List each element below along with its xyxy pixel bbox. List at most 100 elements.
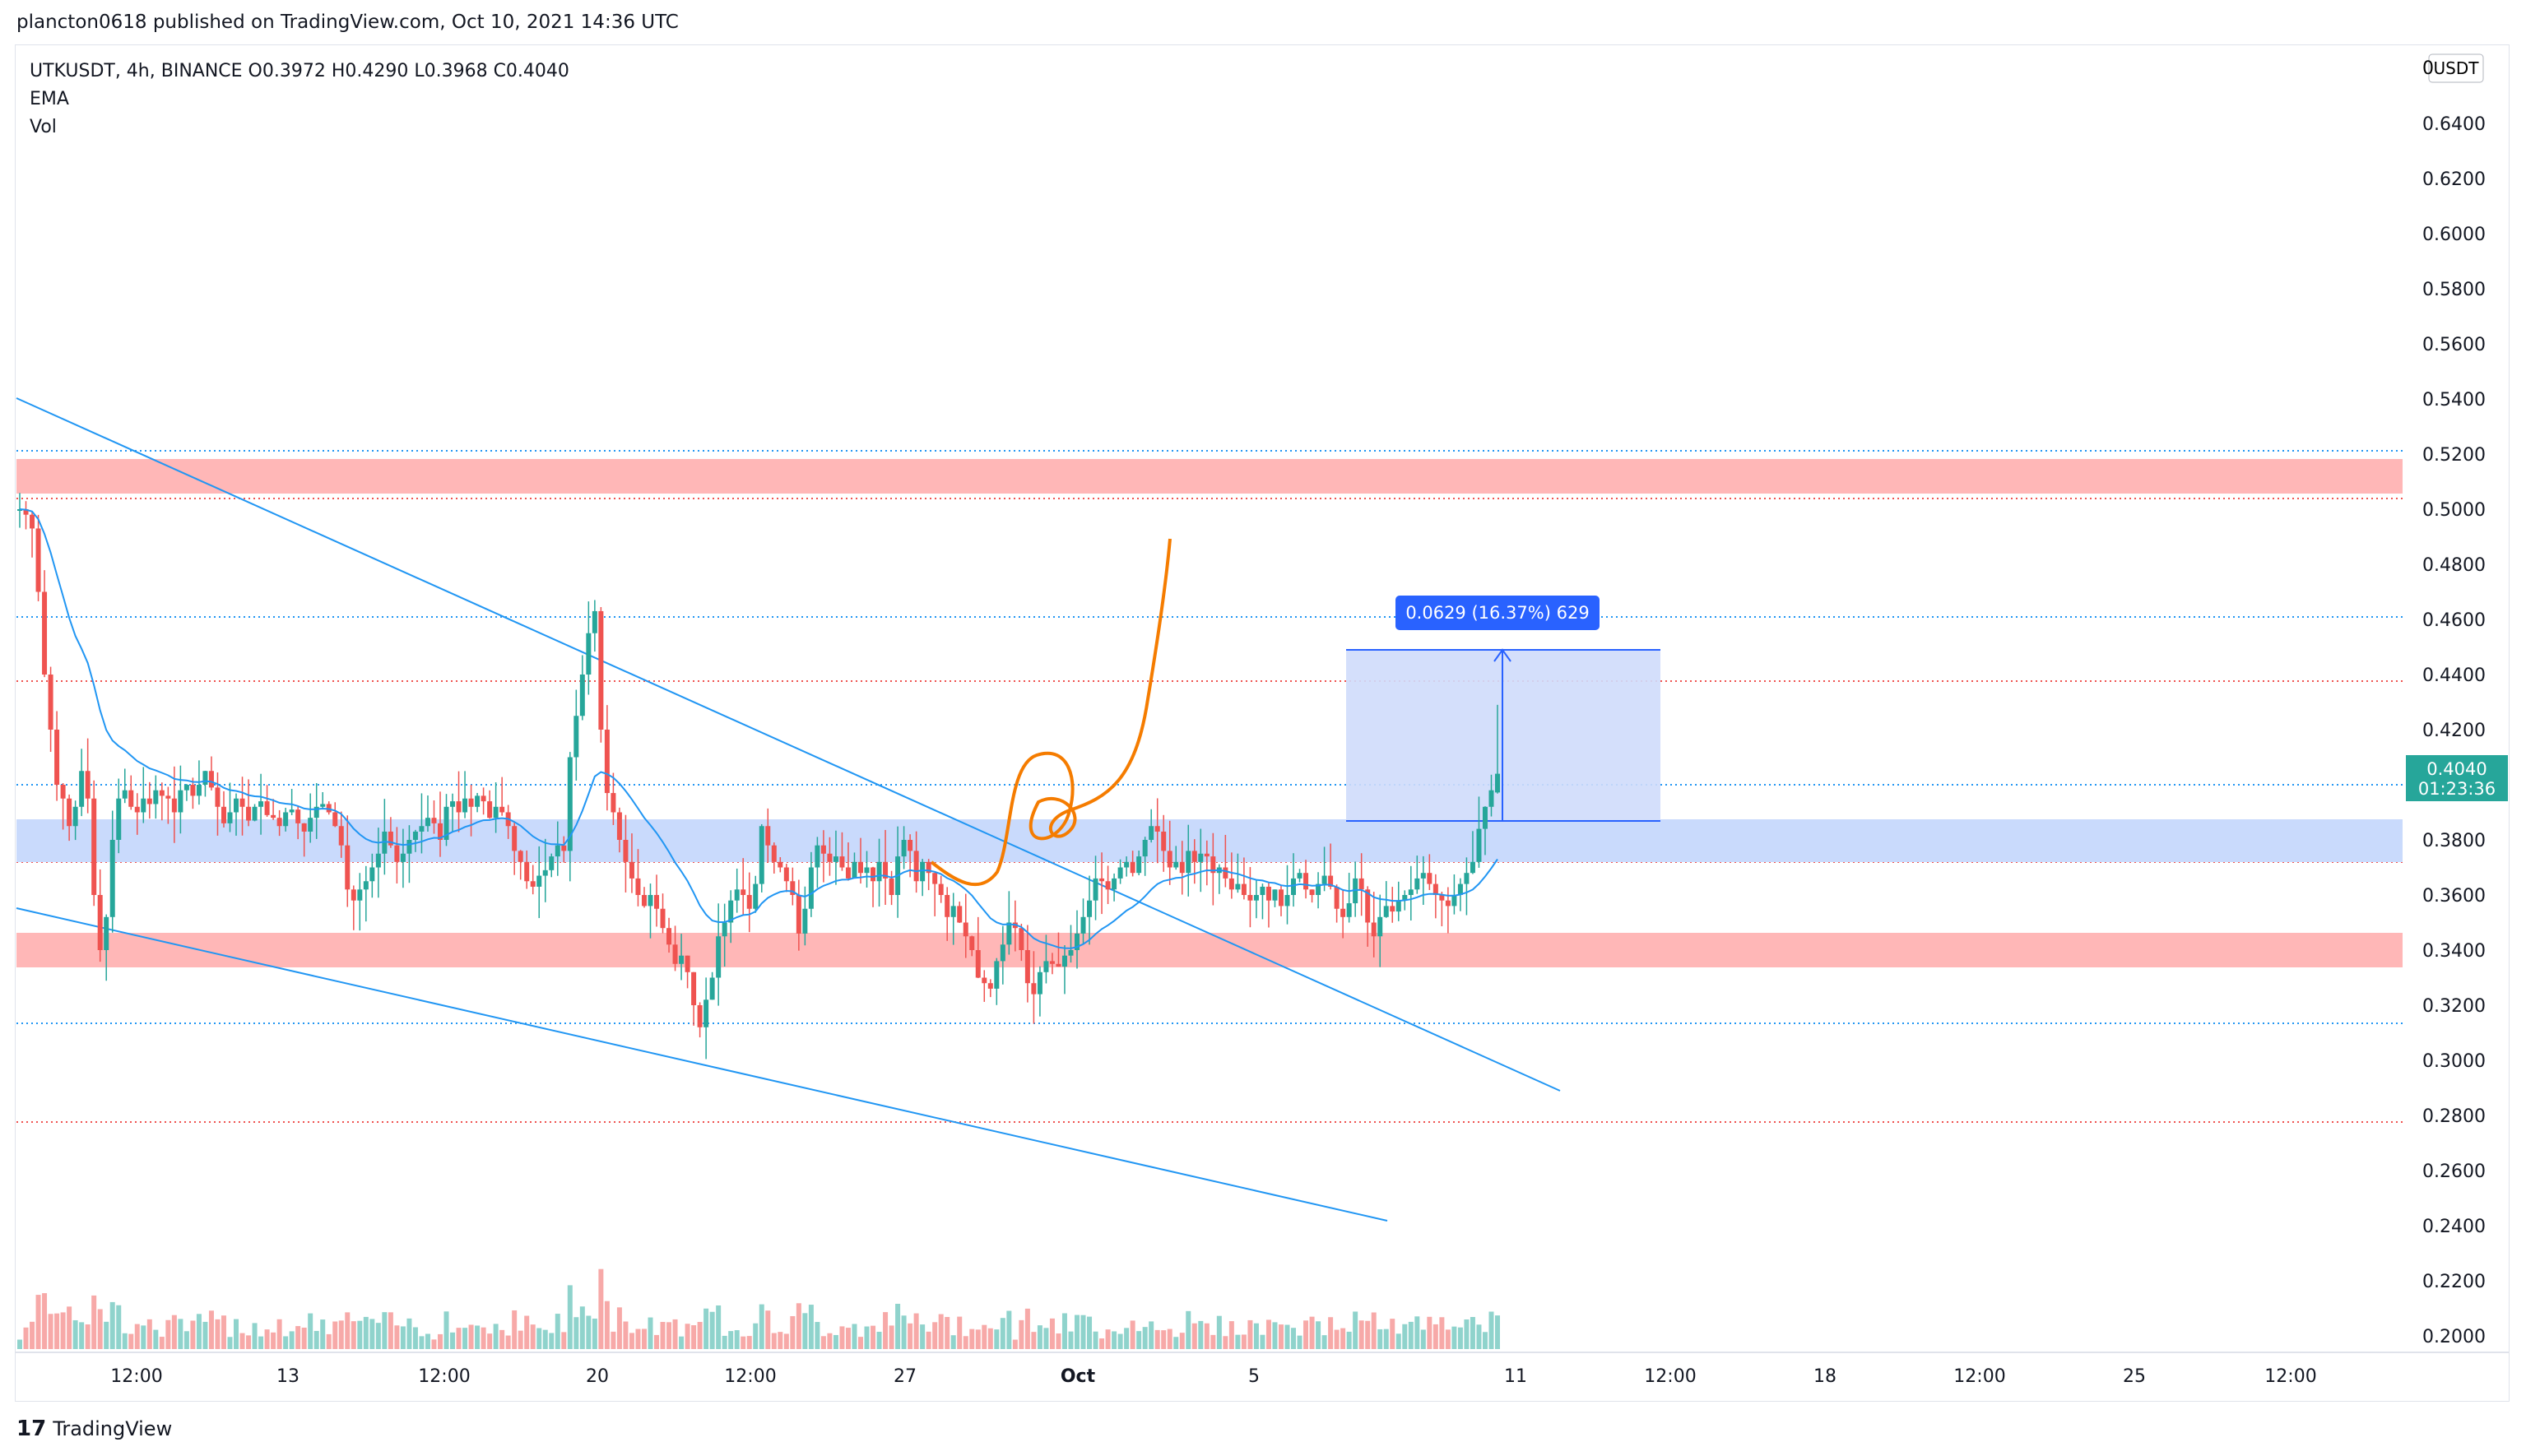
candle-body (945, 895, 950, 917)
candle-body (159, 790, 165, 796)
volume-bar (871, 1325, 876, 1349)
lower-trendline (16, 907, 1388, 1222)
volume-bar (462, 1328, 468, 1349)
volume-bar (1019, 1319, 1024, 1349)
volume-bar (178, 1319, 183, 1349)
candle-body (1210, 856, 1216, 874)
candle-body (845, 867, 851, 879)
volume-bar (672, 1319, 678, 1349)
volume-bar (1117, 1333, 1123, 1349)
legend-vol[interactable]: Vol (30, 117, 57, 137)
candle-body (295, 809, 301, 823)
candle-body (208, 771, 214, 788)
candle-body (252, 806, 258, 821)
candle-body (171, 798, 177, 813)
candle-body (1024, 950, 1030, 984)
candle-body (778, 861, 783, 868)
candle-body (753, 883, 759, 909)
volume-bar (146, 1319, 152, 1349)
volume-bar (604, 1301, 610, 1349)
volume-bar (1365, 1320, 1371, 1349)
volume-bar (753, 1323, 759, 1349)
candle-body (42, 591, 48, 675)
volume-bar (691, 1325, 697, 1349)
time-tick-label: 12:00 (724, 1366, 776, 1387)
volume-bar (741, 1336, 746, 1349)
volume-bar (716, 1305, 722, 1349)
volume-bar (338, 1320, 344, 1349)
price-tick-label: 0.5000 (2422, 500, 2486, 521)
candle-body (487, 801, 493, 818)
volume-bar (48, 1314, 53, 1349)
candle-body (338, 826, 344, 846)
candle-body (920, 861, 926, 882)
price-tick-label: 0.5200 (2422, 445, 2486, 466)
volume-bar (820, 1336, 826, 1349)
candle-body (332, 812, 338, 827)
volume-bar (697, 1322, 703, 1349)
tradingview-logo[interactable]: 17 TradingView (16, 1417, 172, 1441)
volume-bar (1068, 1331, 1074, 1349)
candle-body (1161, 831, 1167, 851)
time-tick-label: 12:00 (1644, 1366, 1696, 1387)
candle-body (60, 785, 66, 799)
volume-bar (852, 1324, 857, 1349)
volume-bar (91, 1295, 97, 1349)
volume-bar (42, 1293, 48, 1349)
candle-body (221, 806, 226, 823)
candle-body (499, 806, 505, 813)
candle-body (1186, 851, 1191, 874)
candle-body (1124, 861, 1130, 868)
candle-body (592, 610, 597, 633)
volume-bar (295, 1326, 301, 1349)
legend-symbol-line[interactable]: UTKUSDT, 4h, BINANCE O0.3972 H0.4290 L0.… (30, 61, 569, 81)
volume-bar (363, 1316, 369, 1349)
candle-body (1445, 900, 1451, 907)
candle-body (833, 856, 838, 862)
volume-bar (1316, 1321, 1321, 1349)
candle-body (1260, 886, 1265, 895)
volume-bar (530, 1324, 536, 1349)
volume-bar (864, 1326, 870, 1349)
chart-frame[interactable] (15, 44, 2510, 1402)
candle-body (104, 916, 109, 950)
volume-bar (1075, 1315, 1080, 1349)
candle-body (1334, 886, 1340, 909)
legend-ema[interactable]: EMA (30, 89, 69, 109)
volume-bar (134, 1324, 140, 1349)
volume-bar (1476, 1324, 1482, 1349)
volume-bar (505, 1335, 511, 1349)
candle-body (1476, 828, 1482, 862)
candle-body (1303, 873, 1309, 890)
candle-body (475, 795, 481, 807)
volume-bar (542, 1329, 548, 1349)
price-tick-label: 0.3000 (2422, 1051, 2486, 1072)
volume-bar (122, 1333, 128, 1349)
support-zone-blue (16, 819, 2403, 862)
volume-bar (357, 1320, 363, 1349)
volume-bar (406, 1318, 412, 1349)
candle-body (1316, 883, 1321, 895)
volume-bar (394, 1325, 400, 1349)
candle-body (889, 878, 894, 895)
candle-body (567, 757, 573, 851)
volume-bar (276, 1319, 282, 1349)
publish-line: plancton0618 published on TradingView.co… (16, 12, 679, 33)
upper-trendline (16, 397, 1561, 1092)
volume-bar (400, 1326, 406, 1349)
candle-body (264, 801, 270, 815)
volume-bar (827, 1333, 833, 1349)
volume-bar (901, 1315, 907, 1349)
candle-body (178, 790, 183, 813)
candle-body (1191, 851, 1197, 862)
candle-body (227, 812, 233, 823)
price-tick-label: 0.3600 (2422, 886, 2486, 907)
price-tick-label: 0.6400 (2422, 114, 2486, 135)
candle-body (679, 955, 685, 964)
resistance-zone-red (16, 459, 2403, 494)
volume-bar (1377, 1328, 1383, 1349)
candle-body (202, 771, 208, 785)
volume-bar (790, 1315, 796, 1349)
volume-bar (536, 1328, 542, 1349)
